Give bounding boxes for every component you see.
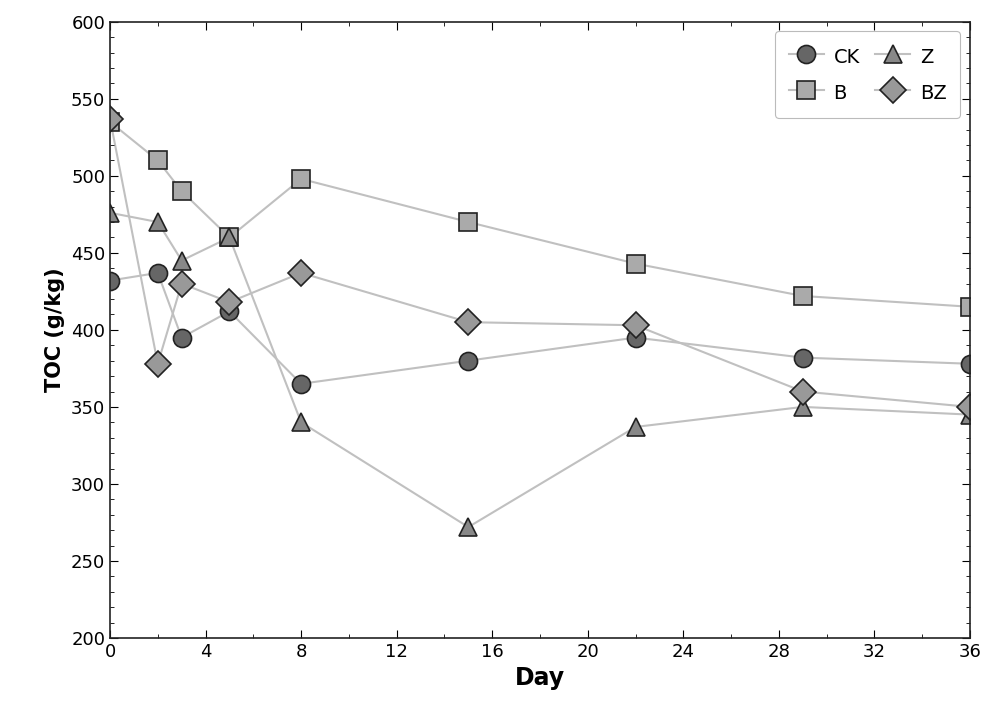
Y-axis label: TOC (g/kg): TOC (g/kg) — [45, 268, 65, 392]
Legend: CK, B, Z, BZ: CK, B, Z, BZ — [775, 31, 960, 117]
X-axis label: Day: Day — [515, 666, 565, 690]
